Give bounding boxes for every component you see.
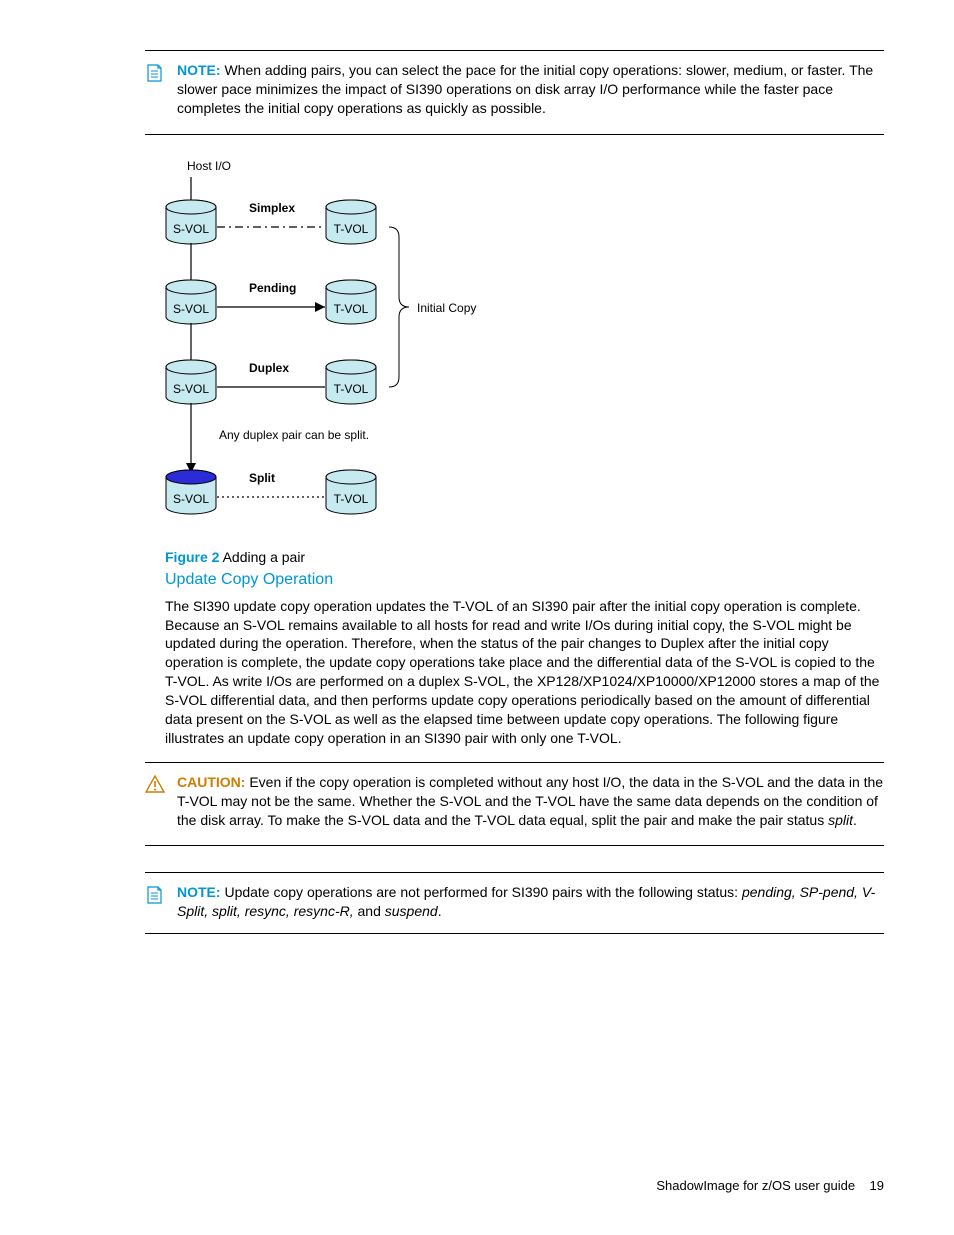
page-number: 19: [870, 1178, 884, 1193]
svg-text:T-VOL: T-VOL: [334, 302, 369, 316]
caution-after: .: [853, 812, 857, 828]
note-bottom: NOTE: Update copy operations are not per…: [145, 873, 884, 931]
note-label: NOTE:: [177, 884, 221, 900]
page-footer: ShadowImage for z/OS user guide 19: [656, 1178, 884, 1193]
diagram-label: Any duplex pair can be split.: [219, 428, 369, 442]
svg-text:T-VOL: T-VOL: [334, 222, 369, 236]
diagram-label: Split: [249, 471, 275, 485]
caution-italic: split: [828, 812, 853, 828]
diagram-label: Initial Copy: [417, 301, 476, 315]
caution-callout: CAUTION: Even if the copy operation is c…: [145, 763, 884, 840]
diagram-connector: [207, 217, 335, 237]
figure-caption-text: Adding a pair: [223, 549, 306, 565]
note-top: NOTE: When adding pairs, you can select …: [145, 51, 884, 128]
caution-body: CAUTION: Even if the copy operation is c…: [177, 773, 884, 830]
svg-text:T-VOL: T-VOL: [334, 492, 369, 506]
note-bottom-pre: Update copy operations are not performed…: [224, 884, 742, 900]
diagram-label: Simplex: [249, 201, 295, 215]
caution-label: CAUTION:: [177, 774, 245, 790]
section-heading: Update Copy Operation: [165, 571, 884, 589]
caution-icon: [145, 773, 173, 798]
note-bottom-joiner: and: [354, 903, 385, 919]
body-paragraph: The SI390 update copy operation updates …: [165, 597, 884, 748]
diagram-connector: [207, 377, 335, 397]
diagram-connector: [207, 487, 335, 507]
note-bottom-body: NOTE: Update copy operations are not per…: [177, 883, 884, 921]
note-bottom-italic-last: suspend: [385, 903, 438, 919]
figure-label: Figure 2: [165, 549, 219, 565]
note-label: NOTE:: [177, 62, 221, 78]
note-icon: [145, 883, 173, 910]
footer-title: ShadowImage for z/OS user guide: [656, 1178, 855, 1193]
figure-caption: Figure 2 Adding a pair: [165, 549, 884, 565]
svg-text:S-VOL: S-VOL: [173, 492, 209, 506]
diagram-label: Pending: [249, 281, 296, 295]
note-top-text: When adding pairs, you can select the pa…: [177, 62, 873, 116]
svg-text:T-VOL: T-VOL: [334, 382, 369, 396]
caution-text-pre: Even if the copy operation is completed …: [177, 774, 883, 828]
figure-2-diagram: Host I/O S-VOL T-VOL Simplex S-VOL T-VOL…: [165, 159, 884, 539]
note-bottom-after: .: [438, 903, 442, 919]
diagram-label: Duplex: [249, 361, 289, 375]
rule-after-note2: [145, 933, 884, 934]
diagram-connector: [207, 297, 335, 317]
note-top-body: NOTE: When adding pairs, you can select …: [177, 61, 884, 118]
note-icon: [145, 61, 173, 88]
rule-after-note: [145, 134, 884, 135]
